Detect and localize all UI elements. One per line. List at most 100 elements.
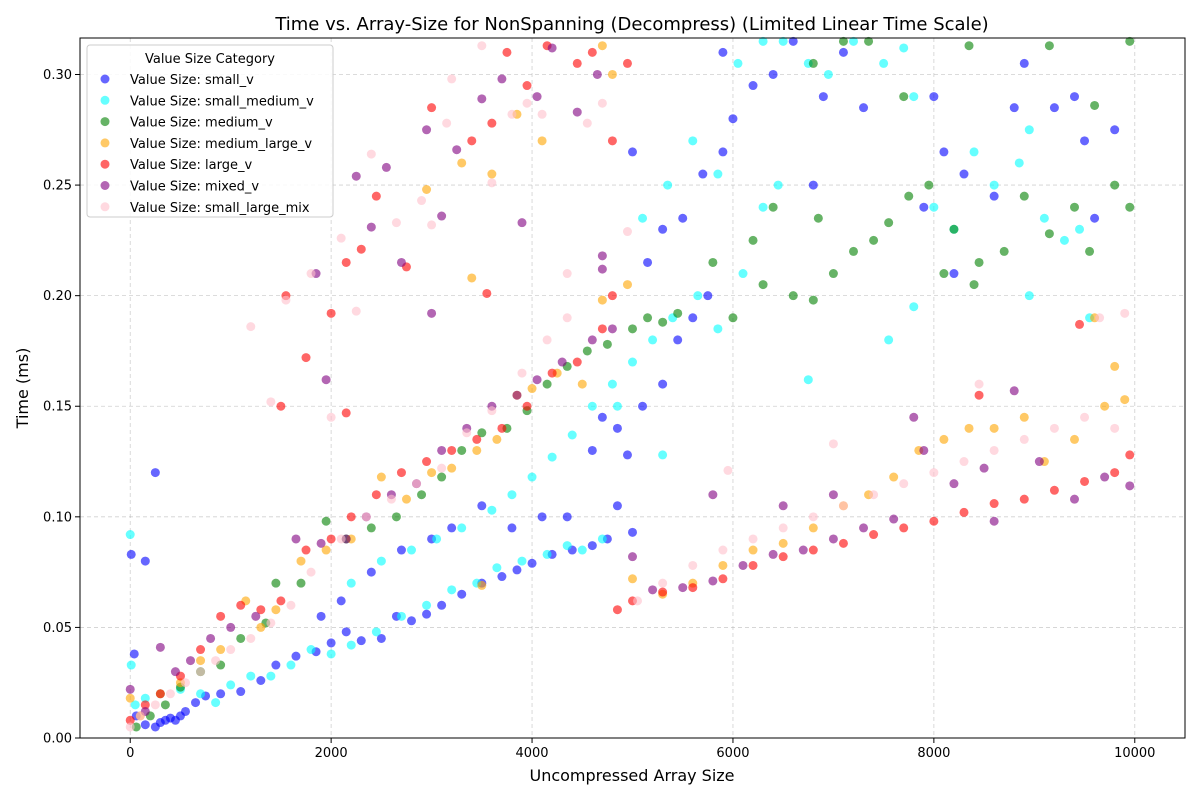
- data-points: [125, 36, 1135, 732]
- data-point: [562, 541, 572, 551]
- data-point: [376, 472, 386, 482]
- data-point: [899, 479, 909, 489]
- data-point: [1080, 476, 1090, 486]
- data-point: [748, 560, 758, 570]
- data-point: [386, 494, 396, 504]
- legend-items: Value Size: small_v Value Size: small_med…: [100, 73, 314, 216]
- data-point: [904, 191, 914, 201]
- x-tick-label: 2000: [315, 746, 348, 761]
- data-point: [286, 660, 296, 670]
- data-point: [808, 295, 818, 305]
- data-point: [638, 213, 648, 223]
- data-point: [1125, 36, 1135, 46]
- data-point: [1070, 494, 1079, 504]
- data-point: [949, 224, 959, 234]
- data-point: [607, 136, 617, 146]
- data-point: [180, 678, 190, 688]
- data-point: [713, 324, 723, 334]
- data-point: [1120, 308, 1130, 318]
- data-point: [899, 523, 909, 533]
- data-point: [622, 227, 632, 237]
- data-point: [738, 269, 748, 279]
- data-point: [597, 251, 607, 261]
- data-point: [778, 538, 788, 548]
- data-point: [356, 244, 366, 254]
- data-point: [718, 147, 728, 157]
- data-point: [321, 516, 331, 526]
- data-point: [1070, 92, 1079, 102]
- data-point: [391, 218, 401, 228]
- y-tick-label: 0.30: [43, 68, 72, 83]
- data-point: [376, 633, 386, 643]
- data-point: [281, 295, 291, 305]
- data-point: [396, 545, 406, 555]
- data-point: [778, 36, 788, 46]
- x-tick-label: 10000: [1114, 746, 1155, 761]
- data-point: [512, 565, 522, 575]
- data-point: [487, 169, 497, 179]
- data-point: [467, 136, 477, 146]
- data-point: [140, 720, 150, 730]
- data-point: [482, 288, 492, 298]
- data-point: [572, 357, 582, 367]
- data-point: [437, 211, 447, 221]
- data-point: [698, 169, 708, 179]
- data-point: [125, 684, 135, 694]
- data-point: [291, 534, 301, 544]
- data-point: [301, 353, 311, 363]
- data-point: [718, 574, 728, 584]
- data-point: [321, 545, 331, 555]
- data-point: [557, 357, 567, 367]
- data-point: [678, 213, 688, 223]
- y-tick-label: 0.10: [43, 510, 72, 525]
- data-point: [643, 313, 653, 323]
- data-point: [899, 92, 909, 102]
- data-point: [989, 499, 999, 509]
- data-point: [306, 645, 316, 655]
- data-point: [778, 552, 788, 562]
- legend-title: Value Size Category: [145, 52, 275, 67]
- data-point: [884, 335, 894, 345]
- series-7: [125, 41, 1130, 732]
- data-point: [437, 445, 447, 455]
- data-point: [477, 580, 487, 590]
- data-point: [1110, 468, 1120, 478]
- data-point: [788, 36, 798, 46]
- data-point: [246, 671, 256, 681]
- data-point: [849, 246, 858, 256]
- data-point: [125, 530, 135, 540]
- data-point: [296, 556, 306, 566]
- data-point: [1080, 136, 1090, 146]
- data-point: [1075, 224, 1085, 234]
- data-point: [186, 656, 195, 666]
- data-point: [125, 722, 135, 732]
- data-point: [497, 423, 507, 433]
- data-point: [577, 545, 587, 555]
- data-point: [1100, 472, 1110, 482]
- y-tick-label: 0.05: [43, 621, 72, 636]
- data-point: [889, 472, 899, 482]
- data-point: [592, 69, 602, 79]
- x-tick-label: 8000: [917, 746, 950, 761]
- data-point: [718, 47, 728, 57]
- data-point: [276, 596, 286, 606]
- data-point: [1009, 103, 1019, 113]
- data-point: [673, 335, 683, 345]
- data-point: [507, 109, 517, 119]
- data-point: [708, 490, 718, 500]
- data-point: [778, 523, 788, 533]
- data-point: [1120, 395, 1130, 405]
- y-axis-label: Time (ms): [13, 348, 32, 430]
- data-point: [607, 324, 617, 334]
- data-point: [1044, 229, 1054, 239]
- data-point: [366, 523, 376, 533]
- chart-title: Time vs. Array-Size for NonSpanning (Dec…: [274, 14, 988, 35]
- data-point: [216, 645, 226, 655]
- data-point: [407, 616, 416, 626]
- data-point: [366, 222, 376, 232]
- data-point: [407, 545, 416, 555]
- data-point: [155, 642, 165, 652]
- data-point: [196, 656, 206, 666]
- data-point: [211, 656, 221, 666]
